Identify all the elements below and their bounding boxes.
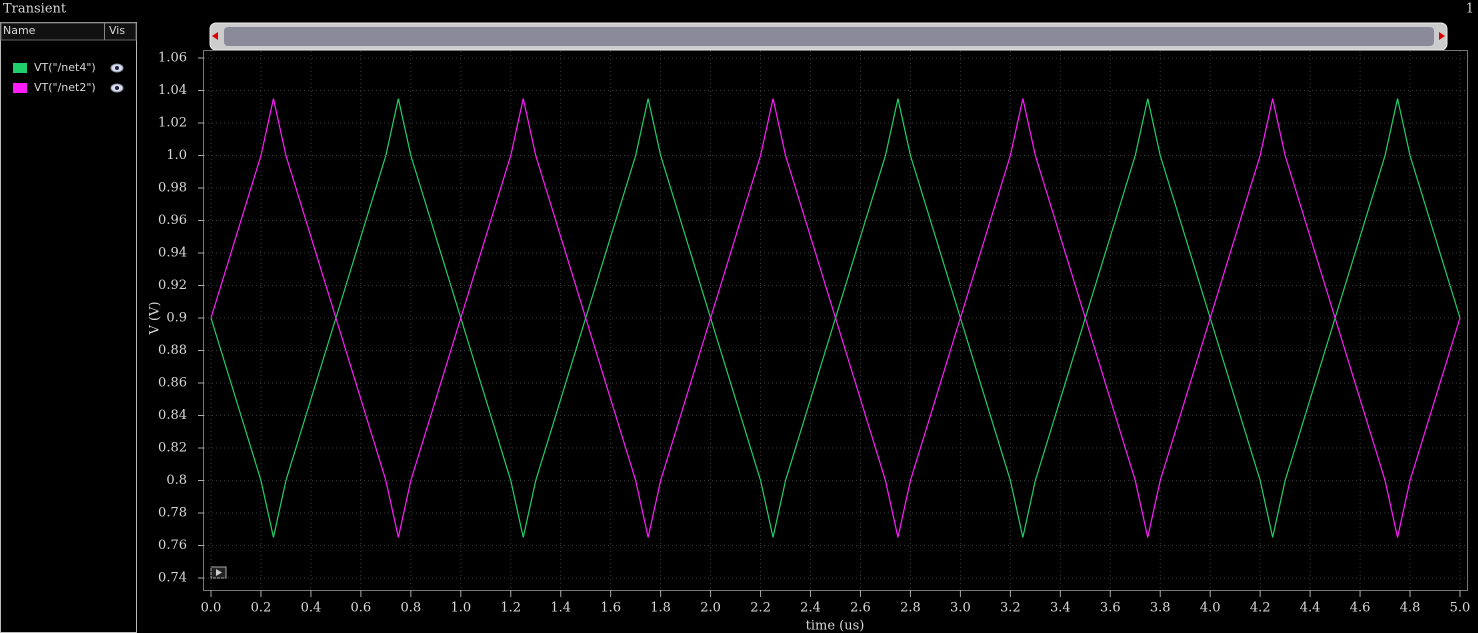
x-tick-label: 1.6 [600,601,621,616]
overview-thumb[interactable] [224,27,1434,46]
y-tick-label: 1.04 [158,83,187,98]
x-tick-label: 2.2 [750,601,771,616]
y-tick-label: 0.98 [158,181,187,196]
x-tick-label: 2.8 [900,601,921,616]
x-tick-label: 1.4 [550,601,571,616]
x-tick-label: 0.2 [251,601,272,616]
x-tick-label: 0.0 [201,601,222,616]
name-header: Name [3,24,36,37]
visibility-pupil [115,86,119,90]
y-tick-label: 1.0 [166,148,187,163]
y-tick-label: 0.94 [158,246,187,261]
window-index: 1 [1466,2,1474,17]
x-tick-label: 4.8 [1400,601,1421,616]
visibility-pupil [115,66,119,70]
legend-swatch [13,63,27,73]
y-tick-label: 0.8 [166,473,187,488]
y-tick-label: 1.06 [158,51,187,66]
x-tick-label: 2.4 [800,601,821,616]
y-tick-label: 1.02 [158,116,187,131]
window-title: Transient [3,2,67,17]
y-tick-label: 0.88 [158,343,187,358]
legend-swatch [13,83,27,93]
x-tick-label: 4.4 [1300,601,1321,616]
x-tick-label: 0.4 [301,601,322,616]
y-axis-label: V (V) [148,301,163,335]
panel-header [0,22,137,41]
y-tick-label: 0.82 [158,441,187,456]
x-tick-label: 3.0 [950,601,971,616]
x-tick-label: 4.6 [1350,601,1371,616]
y-tick-label: 0.92 [158,278,187,293]
scroll-left[interactable] [212,32,218,40]
x-tick-label: 5.0 [1450,601,1471,616]
x-tick-label: 3.6 [1100,601,1121,616]
x-tick-label: 4.0 [1200,601,1221,616]
y-tick-label: 0.86 [158,376,187,391]
x-tick-label: 3.4 [1050,601,1071,616]
x-tick-label: 3.2 [1000,601,1021,616]
x-tick-label: 1.8 [650,601,671,616]
waveform [210,98,1461,538]
x-tick-label: 1.0 [450,601,471,616]
plot-frame [203,50,1468,591]
x-tick-label: 4.2 [1250,601,1271,616]
signal-panel [0,22,137,633]
y-tick-label: 0.9 [166,311,187,326]
scroll-right[interactable] [1439,32,1445,40]
x-tick-label: 2.0 [700,601,721,616]
x-tick-label: 2.6 [850,601,871,616]
x-tick-label: 1.2 [500,601,521,616]
vis-header: Vis [109,24,125,37]
legend-label: VT("/net4") [34,61,96,74]
y-tick-label: 0.78 [158,506,187,521]
play-icon [216,569,222,576]
y-tick-label: 0.76 [158,538,187,553]
y-tick-label: 0.84 [158,408,187,423]
x-tick-label: 0.8 [400,601,421,616]
x-tick-label: 0.6 [351,601,372,616]
y-tick-label: 0.74 [158,571,187,586]
y-tick-label: 0.96 [158,213,187,228]
x-axis-label: time (us) [806,619,865,633]
x-tick-label: 3.8 [1150,601,1171,616]
legend-label: VT("/net2") [34,81,96,94]
